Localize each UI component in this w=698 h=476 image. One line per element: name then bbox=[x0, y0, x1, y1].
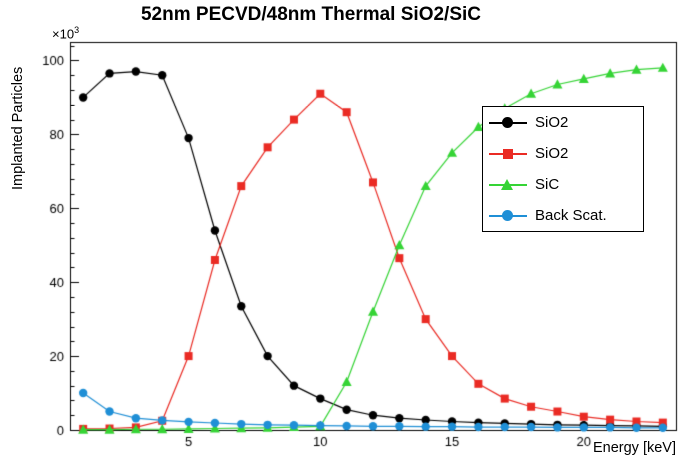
legend-item-label: SiO2 bbox=[535, 145, 569, 162]
x-axis-label: Energy [keV] bbox=[592, 440, 676, 456]
chart-title: 52nm PECVD/48nm Thermal SiO2/SiC bbox=[140, 4, 481, 25]
legend-item: Back Scat. bbox=[483, 200, 643, 231]
scale-mantissa: ×10 bbox=[52, 26, 75, 42]
legend-item: SiC bbox=[483, 169, 643, 200]
legend-item-label: Back Scat. bbox=[535, 207, 607, 224]
legend: SiO2 SiO2 SiC Back Scat. bbox=[482, 106, 644, 232]
triangle-marker-icon bbox=[489, 178, 527, 192]
y-axis-label: Implanted Particles bbox=[10, 66, 26, 190]
scale-exponent: 3 bbox=[74, 25, 80, 35]
legend-item-label: SiO2 bbox=[535, 114, 569, 131]
circle-marker-icon bbox=[489, 209, 527, 223]
square-marker-icon bbox=[489, 147, 527, 161]
y-axis-scale-factor: ×103 bbox=[52, 25, 79, 41]
legend-item-label: SiC bbox=[535, 176, 560, 193]
legend-item: SiO2 bbox=[483, 138, 643, 169]
legend-item: SiO2 bbox=[483, 107, 643, 138]
circle-marker-icon bbox=[489, 116, 527, 130]
